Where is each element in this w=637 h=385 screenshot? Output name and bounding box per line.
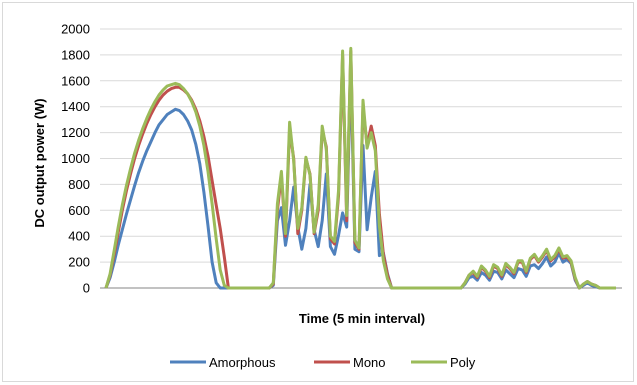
y-tick-label: 0 bbox=[83, 281, 90, 296]
y-axis-title: DC output power (W) bbox=[32, 98, 47, 227]
legend-item-mono: Mono bbox=[314, 355, 386, 370]
series-layer bbox=[104, 46, 616, 290]
y-axis-ticks: 0 200 400 600 800 1000 1200 1400 1600 1800 2000 bbox=[61, 22, 90, 296]
x-axis-title: Time (5 min interval) bbox=[299, 311, 425, 326]
y-tick-label: 600 bbox=[68, 203, 90, 218]
y-tick-label: 1200 bbox=[61, 125, 90, 140]
legend-item-poly: Poly bbox=[411, 355, 476, 370]
y-tick-label: 1000 bbox=[61, 151, 90, 166]
legend: Amorphous Mono Poly bbox=[170, 355, 476, 370]
y-tick-label: 800 bbox=[68, 177, 90, 192]
y-tick-label: 1800 bbox=[61, 47, 90, 62]
y-tick-label: 400 bbox=[68, 229, 90, 244]
gridlines bbox=[100, 28, 622, 263]
legend-label: Amorphous bbox=[209, 355, 276, 370]
y-tick-label: 1400 bbox=[61, 99, 90, 114]
legend-label: Mono bbox=[353, 355, 386, 370]
y-tick-label: 200 bbox=[68, 255, 90, 270]
y-tick-label: 1600 bbox=[61, 73, 90, 88]
y-tick-label: 2000 bbox=[61, 22, 90, 37]
series-line-poly bbox=[104, 46, 616, 290]
legend-item-amorphous: Amorphous bbox=[170, 355, 276, 370]
legend-label: Poly bbox=[450, 355, 476, 370]
